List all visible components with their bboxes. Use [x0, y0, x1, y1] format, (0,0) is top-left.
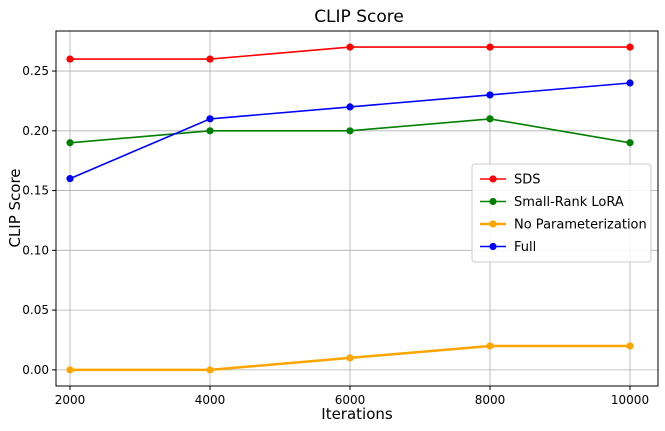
data-point-small-rank-lora [346, 127, 354, 135]
data-point-small-rank-lora [206, 127, 214, 135]
y-axis-ticks: 0.00 0.05 0.10 0.15 0.20 0.25 [22, 64, 56, 377]
data-point-full [486, 91, 494, 99]
series-sds [66, 43, 634, 63]
data-point-sds [346, 43, 354, 51]
data-point-no-parameterization [66, 366, 74, 374]
legend-label: Full [514, 240, 536, 255]
y-axis-label: CLIP Score [6, 168, 24, 247]
legend-item-small-rank-lora: Small-Rank LoRA [480, 195, 624, 210]
series-small-rank-lora [66, 115, 634, 147]
y-tick-label: 0.05 [22, 303, 49, 317]
data-point-full [346, 103, 354, 111]
series-full [66, 79, 634, 183]
legend-swatch-marker [489, 175, 497, 183]
legend-label: Small-Rank LoRA [514, 195, 624, 210]
data-point-small-rank-lora [486, 115, 494, 123]
x-tick-label: 4000 [195, 393, 226, 407]
x-axis-ticks: 2000 4000 6000 8000 10000 [55, 386, 649, 407]
data-point-sds [486, 43, 494, 51]
series-no-parameterization [66, 342, 634, 374]
data-point-no-parameterization [346, 354, 354, 362]
series-layer [66, 43, 634, 374]
chart-title: CLIP Score [314, 7, 404, 27]
x-tick-label: 8000 [475, 393, 506, 407]
legend: SDS Small-Rank LoRA No Parameterization Ful… [471, 163, 652, 263]
legend-item-full: Full [480, 240, 536, 255]
y-tick-label: 0.20 [22, 124, 49, 138]
x-tick-label: 10000 [611, 393, 649, 407]
legend-swatch-marker [489, 242, 497, 251]
legend-swatch-marker [489, 220, 497, 228]
legend-label: SDS [514, 173, 541, 188]
legend-swatch-marker [489, 197, 497, 206]
legend-label: No Parameterization [514, 218, 647, 233]
data-point-full [66, 175, 74, 183]
legend-box [471, 163, 652, 263]
x-tick-label: 6000 [335, 393, 366, 407]
x-tick-label: 2000 [55, 393, 86, 407]
data-point-no-parameterization [626, 342, 634, 350]
legend-item-no-parameterization: No Parameterization [480, 218, 647, 233]
data-point-small-rank-lora [626, 139, 634, 147]
data-point-sds [206, 55, 214, 63]
legend-item-sds: SDS [480, 173, 541, 188]
y-tick-label: 0.25 [22, 64, 49, 78]
y-tick-label: 0.15 [22, 184, 49, 198]
y-tick-label: 0.00 [22, 363, 49, 377]
data-point-sds [626, 43, 634, 51]
data-point-sds [66, 55, 74, 63]
data-point-no-parameterization [206, 366, 214, 374]
data-point-full [626, 79, 634, 87]
data-point-no-parameterization [486, 342, 494, 350]
data-point-full [206, 115, 214, 123]
data-point-small-rank-lora [66, 139, 74, 147]
y-tick-label: 0.10 [22, 243, 49, 257]
plot-area-frame [55, 30, 659, 387]
x-axis-label: Iterations [321, 405, 393, 423]
